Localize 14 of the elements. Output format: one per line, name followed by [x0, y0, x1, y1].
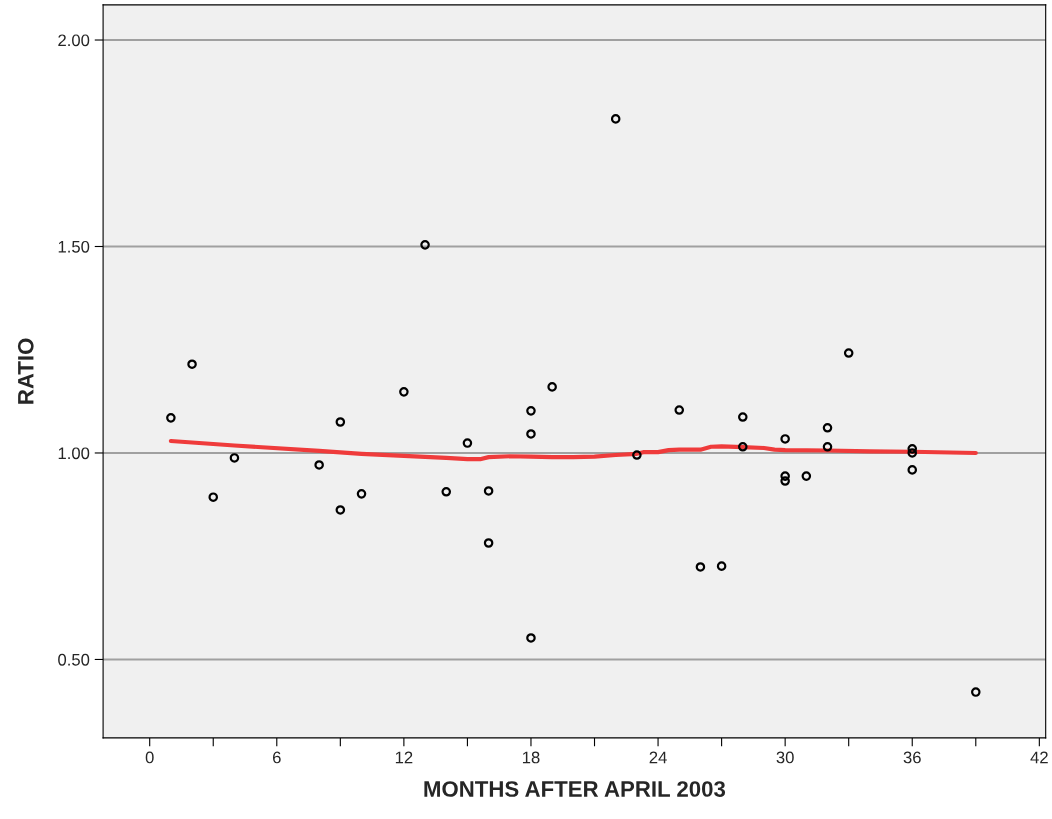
x-tick-label: 30: [776, 751, 794, 764]
x-tick-label: 42: [1030, 751, 1048, 764]
y-tick-label: 1.00: [58, 447, 90, 460]
y-tick-label: 0.50: [58, 653, 90, 666]
x-tick-label: 0: [145, 751, 154, 764]
y-tick-label: 2.00: [58, 34, 90, 47]
x-tick-label: 6: [273, 751, 281, 764]
y-tick-label: 1.50: [58, 240, 90, 253]
x-axis-title: MONTHS AFTER APRIL 2003: [424, 781, 726, 797]
y-axis-title: RATIO: [17, 338, 34, 404]
x-tick-label: 12: [395, 751, 413, 764]
x-tick-label: 36: [903, 751, 921, 764]
x-tick-label: 18: [522, 751, 540, 764]
x-tick-label: 24: [649, 751, 667, 764]
